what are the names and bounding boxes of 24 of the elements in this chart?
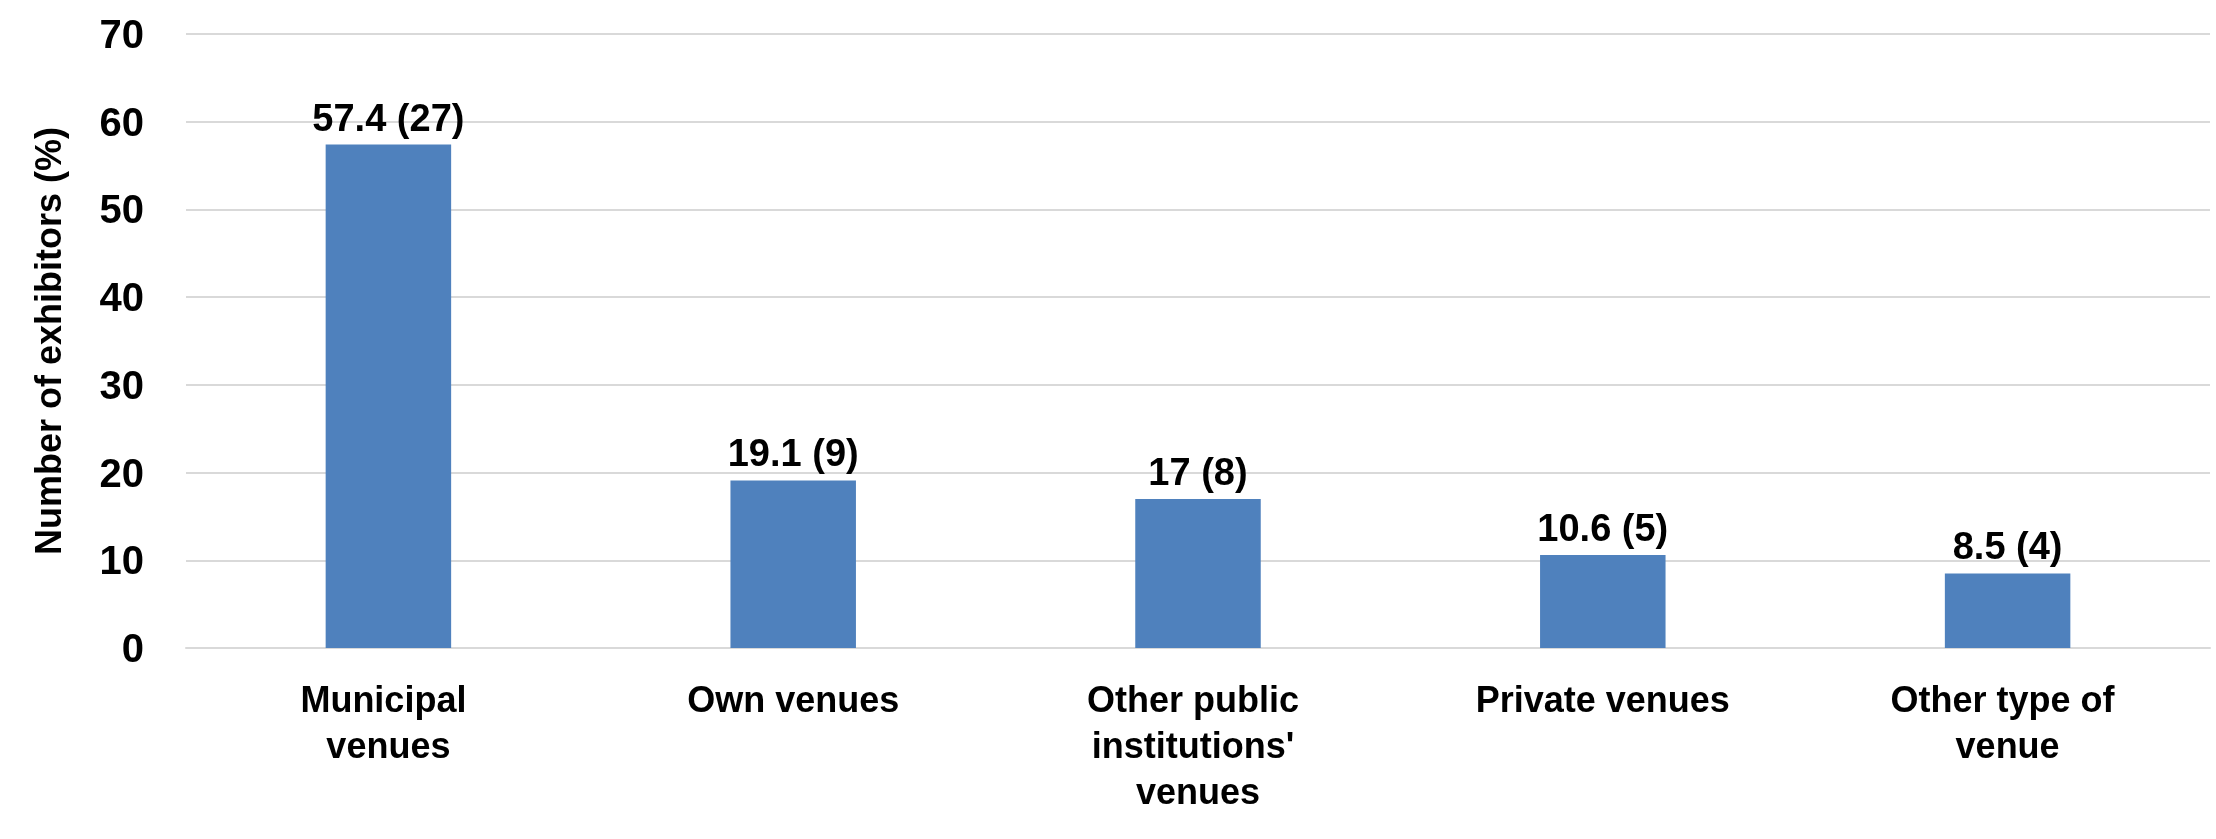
y-tick-label: 70 (99, 12, 144, 56)
y-tick-label: 30 (99, 362, 144, 407)
bar (1944, 573, 2071, 648)
y-axis-title: Number of exhibitors (%) (27, 126, 69, 556)
data-label: 10.6 (5) (1537, 507, 1669, 550)
data-label: 8.5 (4) (1952, 525, 2063, 568)
x-tick-label: Other type of venue (1890, 678, 2125, 766)
x-tick-label: Municipal venues (300, 678, 477, 766)
data-label: 19.1 (9) (727, 432, 859, 475)
y-tick-label: 40 (99, 275, 144, 320)
x-tick-label: Other public institutions' venues (1086, 678, 1310, 812)
data-label: 17 (8) (1148, 450, 1248, 493)
y-tick-label: 20 (99, 450, 144, 495)
y-tick-label: 10 (99, 538, 144, 583)
y-tick-label: 0 (121, 626, 144, 670)
y-tick-label: 50 (99, 187, 144, 232)
x-tick-label: Own venues (687, 678, 900, 720)
x-tick-label: Private venues (1475, 678, 1730, 720)
bar (325, 144, 452, 648)
bar (1540, 555, 1666, 648)
y-tick-label: 60 (99, 99, 144, 144)
data-label: 57.4 (27) (312, 96, 465, 139)
bar (1135, 498, 1261, 648)
bar (730, 480, 856, 648)
